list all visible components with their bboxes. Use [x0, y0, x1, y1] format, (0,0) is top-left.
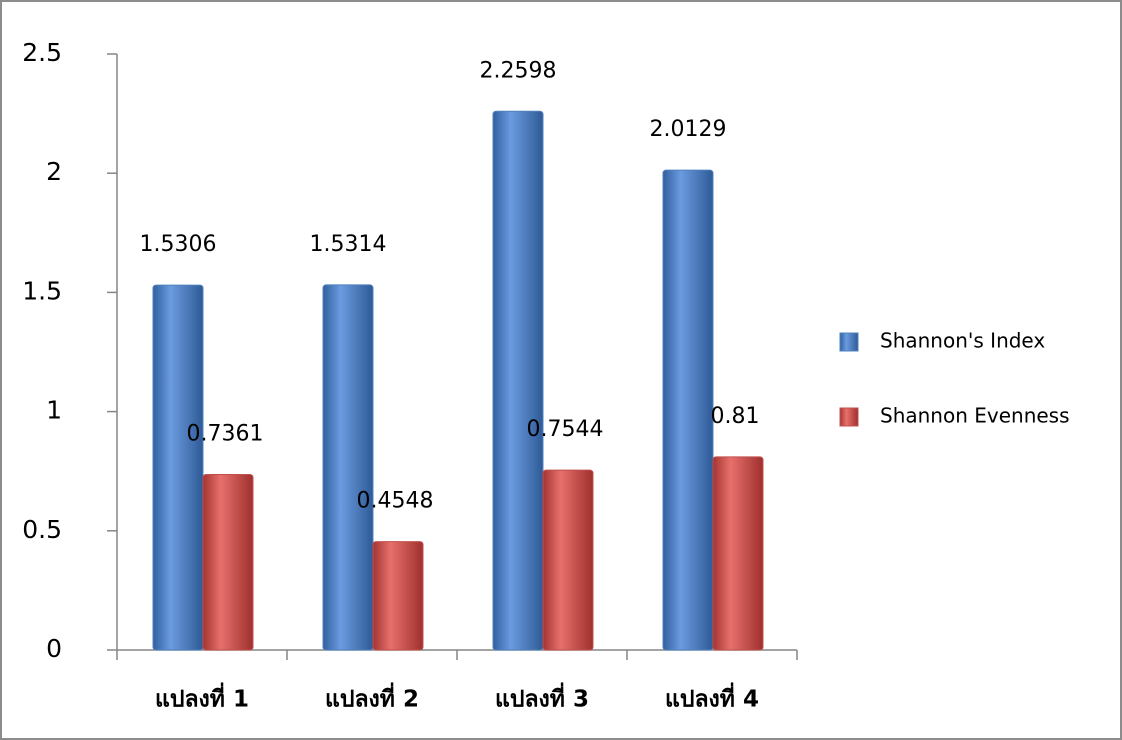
- legend-label: Shannon Evenness: [880, 404, 1070, 428]
- value-label: 2.0129: [650, 117, 727, 142]
- y-tick-label: 0: [46, 634, 62, 663]
- x-tick-label: แปลงที่ 3: [495, 682, 589, 713]
- bar: [202, 474, 254, 651]
- bar: [712, 456, 764, 651]
- x-tick-label: แปลงที่ 4: [665, 682, 759, 713]
- legend-swatch: [839, 332, 859, 352]
- x-tick-label: แปลงที่ 2: [325, 682, 419, 713]
- value-label: 0.4548: [357, 489, 434, 514]
- legend-label: Shannon's Index: [880, 329, 1045, 353]
- bar: [492, 110, 544, 651]
- y-tick-label: 2: [46, 157, 62, 186]
- bar: [662, 169, 714, 651]
- x-tick-label: แปลงที่ 1: [155, 682, 249, 713]
- bar: [152, 284, 204, 651]
- bar: [372, 541, 424, 651]
- value-label: 0.81: [711, 404, 760, 429]
- y-tick-label: 1.5: [22, 276, 62, 305]
- bar: [542, 469, 594, 651]
- value-label: 2.2598: [480, 58, 557, 83]
- value-label: 0.7361: [187, 422, 264, 447]
- y-tick-label: 1: [46, 396, 62, 425]
- legend-swatch: [839, 407, 859, 427]
- bar: [322, 284, 374, 651]
- y-tick-label: 2.5: [22, 38, 62, 67]
- value-label: 1.5314: [310, 232, 387, 257]
- value-label: 1.5306: [140, 232, 217, 257]
- value-label: 0.7544: [527, 417, 604, 442]
- y-tick-label: 0.5: [22, 515, 62, 544]
